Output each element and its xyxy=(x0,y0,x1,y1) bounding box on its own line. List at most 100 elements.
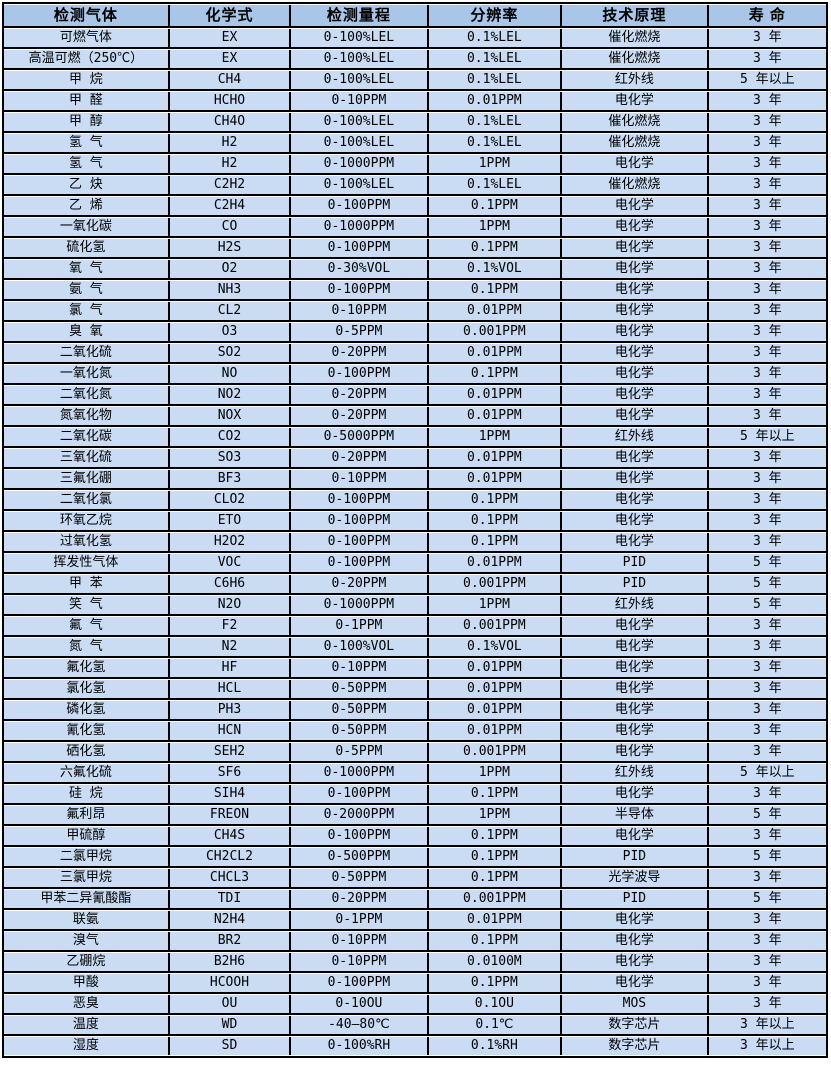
cell-principle: 电化学 xyxy=(562,722,709,742)
cell-formula: NO xyxy=(169,365,292,385)
cell-formula: BR2 xyxy=(169,932,292,952)
cell-resolution: 0.001PPM xyxy=(428,575,563,595)
cell-gas-name: 温度 xyxy=(4,1016,170,1036)
cell-gas-name: 乙硼烷 xyxy=(4,953,170,973)
cell-lifespan: 3 年 xyxy=(708,869,826,889)
gas-spec-table-container: 检测气体 化学式 检测量程 分辨率 技术原理 寿 命 可燃气体 EX 0-100%L… xyxy=(2,2,828,1058)
cell-formula: CH4 xyxy=(169,71,292,91)
table-row: 氢 气 H2 0-100%LEL 0.1%LEL 催化燃烧 3 年 xyxy=(4,134,826,154)
cell-lifespan: 3 年 xyxy=(708,638,826,658)
cell-lifespan: 3 年 xyxy=(708,512,826,532)
cell-principle: PID xyxy=(562,890,709,910)
cell-formula: H2O2 xyxy=(169,533,292,553)
cell-formula: SF6 xyxy=(169,764,292,784)
cell-range: 0-10PPM xyxy=(291,932,429,952)
cell-gas-name: 二氯甲烷 xyxy=(4,848,170,868)
cell-resolution: 0.001PPM xyxy=(428,617,563,637)
table-row: 湿度 SD 0-100%RH 0.1%RH 数字芯片 3 年以上 xyxy=(4,1037,826,1055)
cell-lifespan: 3 年 xyxy=(708,827,826,847)
cell-range: -40—80℃ xyxy=(291,1016,429,1036)
cell-formula: C2H4 xyxy=(169,197,292,217)
header-gas-name: 检测气体 xyxy=(4,5,170,28)
cell-principle: 电化学 xyxy=(562,533,709,553)
cell-formula: N2H4 xyxy=(169,911,292,931)
cell-formula: FREON xyxy=(169,806,292,826)
cell-range: 0-100PPM xyxy=(291,974,429,994)
cell-principle: 催化燃烧 xyxy=(562,29,709,49)
table-row: 联氨 N2H4 0-1PPM 0.01PPM 电化学 3 年 xyxy=(4,911,826,931)
cell-gas-name: 联氨 xyxy=(4,911,170,931)
cell-principle: 数字芯片 xyxy=(562,1016,709,1036)
cell-formula: TDI xyxy=(169,890,292,910)
cell-lifespan: 3 年 xyxy=(708,239,826,259)
cell-gas-name: 溴气 xyxy=(4,932,170,952)
cell-lifespan: 5 年 xyxy=(708,890,826,910)
table-row: 笑 气 N2O 0-1000PPM 1PPM 红外线 5 年 xyxy=(4,596,826,616)
cell-lifespan: 3 年 xyxy=(708,134,826,154)
table-row: 一氧化氮 NO 0-100PPM 0.1PPM 电化学 3 年 xyxy=(4,365,826,385)
cell-resolution: 0.01PPM xyxy=(428,470,563,490)
cell-range: 0-1PPM xyxy=(291,911,429,931)
cell-lifespan: 3 年 xyxy=(708,323,826,343)
cell-resolution: 0.01PPM xyxy=(428,407,563,427)
cell-gas-name: 氯 气 xyxy=(4,302,170,322)
cell-principle: 电化学 xyxy=(562,659,709,679)
cell-lifespan: 3 年 xyxy=(708,533,826,553)
cell-lifespan: 3 年 xyxy=(708,176,826,196)
cell-gas-name: 六氟化硫 xyxy=(4,764,170,784)
cell-principle: 电化学 xyxy=(562,155,709,175)
cell-resolution: 0.1%LEL xyxy=(428,134,563,154)
cell-principle: 电化学 xyxy=(562,617,709,637)
table-row: 甲苯二异氰酸酯 TDI 0-20PPM 0.001PPM PID 5 年 xyxy=(4,890,826,910)
cell-gas-name: 硫化氢 xyxy=(4,239,170,259)
cell-lifespan: 3 年 xyxy=(708,218,826,238)
table-row: 二氯甲烷 CH2CL2 0-500PPM 0.1PPM PID 5 年 xyxy=(4,848,826,868)
cell-gas-name: 过氧化氢 xyxy=(4,533,170,553)
cell-range: 0-20PPM xyxy=(291,449,429,469)
cell-formula: EX xyxy=(169,50,292,70)
cell-formula: N2 xyxy=(169,638,292,658)
cell-principle: PID xyxy=(562,575,709,595)
cell-gas-name: 二氧化氮 xyxy=(4,386,170,406)
cell-resolution: 1PPM xyxy=(428,428,563,448)
cell-resolution: 0.001PPM xyxy=(428,323,563,343)
cell-range: 0-10PPM xyxy=(291,302,429,322)
cell-gas-name: 甲 醇 xyxy=(4,113,170,133)
cell-formula: HCL xyxy=(169,680,292,700)
cell-principle: 电化学 xyxy=(562,701,709,721)
cell-resolution: 0.01PPM xyxy=(428,386,563,406)
cell-gas-name: 甲 苯 xyxy=(4,575,170,595)
cell-lifespan: 3 年 xyxy=(708,260,826,280)
cell-principle: 电化学 xyxy=(562,323,709,343)
cell-formula: SO3 xyxy=(169,449,292,469)
cell-resolution: 0.1%VOL xyxy=(428,260,563,280)
cell-range: 0-20PPM xyxy=(291,575,429,595)
table-row: 甲硫醇 CH4S 0-100PPM 0.1PPM 电化学 3 年 xyxy=(4,827,826,847)
table-body: 可燃气体 EX 0-100%LEL 0.1%LEL 催化燃烧 3 年高温可燃（250℃） E… xyxy=(4,29,826,1055)
cell-resolution: 0.1%VOL xyxy=(428,638,563,658)
table-row: 溴气 BR2 0-10PPM 0.1PPM 电化学 3 年 xyxy=(4,932,826,952)
cell-gas-name: 恶臭 xyxy=(4,995,170,1015)
cell-gas-name: 氟 气 xyxy=(4,617,170,637)
cell-range: 0-100PPM xyxy=(291,785,429,805)
cell-formula: SD xyxy=(169,1037,292,1055)
cell-resolution: 0.01PPM xyxy=(428,659,563,679)
cell-gas-name: 甲 烷 xyxy=(4,71,170,91)
table-row: 三氧化硫 SO3 0-20PPM 0.01PPM 电化学 3 年 xyxy=(4,449,826,469)
cell-formula: C2H2 xyxy=(169,176,292,196)
cell-resolution: 0.1%RH xyxy=(428,1037,563,1055)
cell-resolution: 0.1℃ xyxy=(428,1016,563,1036)
cell-lifespan: 3 年以上 xyxy=(708,1016,826,1036)
cell-formula: CL2 xyxy=(169,302,292,322)
cell-formula: H2 xyxy=(169,134,292,154)
cell-formula: HCN xyxy=(169,722,292,742)
table-row: 温度 WD -40—80℃ 0.1℃ 数字芯片 3 年以上 xyxy=(4,1016,826,1036)
cell-resolution: 0.1PPM xyxy=(428,848,563,868)
cell-lifespan: 3 年 xyxy=(708,155,826,175)
cell-formula: N2O xyxy=(169,596,292,616)
cell-lifespan: 3 年 xyxy=(708,407,826,427)
cell-principle: PID xyxy=(562,848,709,868)
cell-lifespan: 5 年以上 xyxy=(708,71,826,91)
cell-formula: F2 xyxy=(169,617,292,637)
cell-range: 0-30%VOL xyxy=(291,260,429,280)
